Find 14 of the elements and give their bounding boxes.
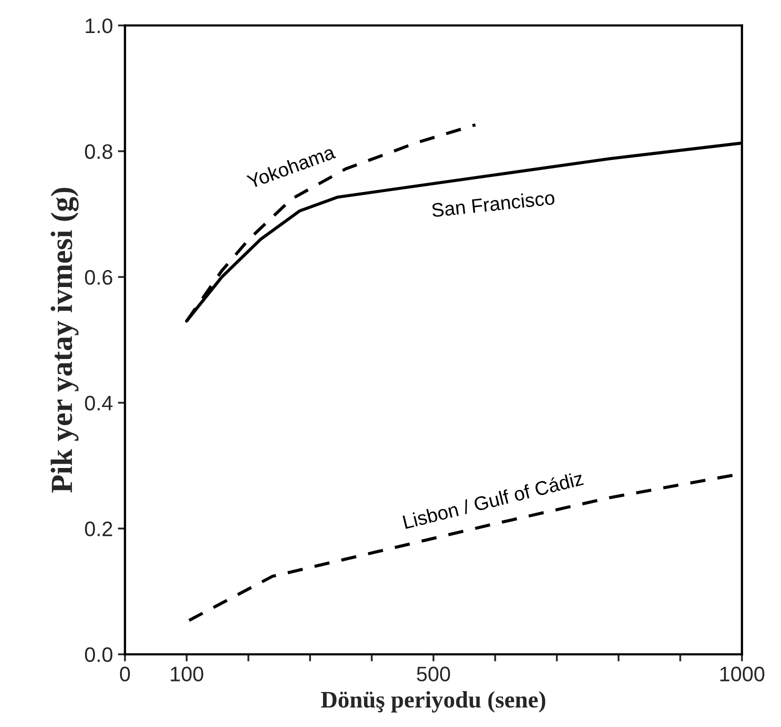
x-tick-label: 0 [120,666,130,682]
y-axis-title: Pik yer yatay ivmesi (g) [50,188,79,493]
y-tick-label: 0.4 [85,396,113,411]
text: San Francisco [431,190,555,218]
y-tick-label: 0.2 [85,522,112,536]
y-tick-label: 0.0 [85,647,112,662]
x-tick-label: 1000 [720,666,764,682]
y-tick-label: 1.0 [86,18,112,34]
x-axis-title: Dönüş periyodu (sene) [321,691,546,713]
y-tick-label: 0.6 [85,270,112,285]
x-tick-label: 100 [170,666,204,682]
text: Lisbon / Gulf of Cádiz [402,470,584,530]
y-tick-label: 0.8 [85,144,112,159]
x-tick-label: 500 [416,666,450,682]
